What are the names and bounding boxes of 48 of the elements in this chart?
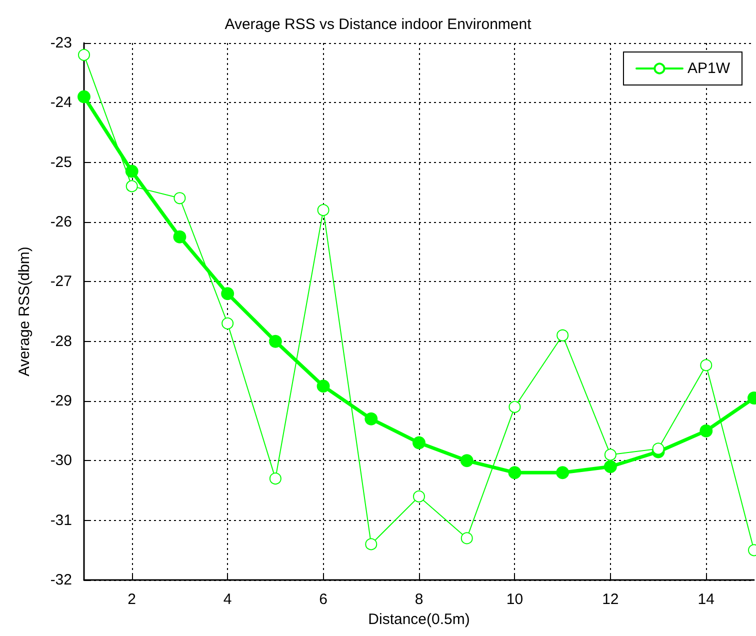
point bbox=[78, 90, 90, 104]
point bbox=[556, 466, 570, 480]
chart-title: Average RSS vs Distance indoor Environment bbox=[224, 16, 532, 33]
point bbox=[652, 442, 664, 455]
point bbox=[700, 359, 712, 372]
point bbox=[508, 466, 522, 480]
y-tick-label: -30 bbox=[50, 452, 72, 470]
point bbox=[268, 334, 282, 348]
y-tick-label: -28 bbox=[50, 332, 72, 350]
x-tick-label: 8 bbox=[414, 591, 424, 608]
point bbox=[604, 460, 617, 474]
point bbox=[365, 538, 378, 550]
point bbox=[269, 472, 282, 485]
point bbox=[364, 412, 378, 426]
point bbox=[125, 164, 138, 178]
y-tick-label: -23 bbox=[50, 34, 72, 52]
point bbox=[317, 204, 330, 216]
y-tick-label: -25 bbox=[50, 154, 72, 171]
point bbox=[508, 400, 521, 413]
point bbox=[174, 192, 186, 204]
point bbox=[173, 230, 186, 244]
point bbox=[604, 448, 616, 461]
x-tick-label: 14 bbox=[698, 591, 714, 608]
x-tick-label: 10 bbox=[506, 591, 524, 608]
y-tick-label: -29 bbox=[50, 392, 72, 410]
y-tick-label: -31 bbox=[50, 512, 72, 529]
x-tick-label: 12 bbox=[602, 591, 619, 608]
point bbox=[556, 329, 569, 342]
x-axis-title: Distance(0.5m) bbox=[368, 611, 470, 628]
point bbox=[316, 380, 330, 393]
point bbox=[460, 532, 473, 544]
point bbox=[221, 287, 234, 300]
x-tick-label: 2 bbox=[128, 591, 136, 608]
x-tick-label: 6 bbox=[319, 591, 328, 608]
y-tick-label: -32 bbox=[50, 572, 72, 588]
y-axis-title: Average RSS(dbm) bbox=[16, 246, 33, 376]
point bbox=[412, 436, 426, 450]
point bbox=[700, 424, 713, 438]
point bbox=[460, 454, 474, 468]
y-tick-label: -24 bbox=[50, 94, 72, 112]
point bbox=[126, 180, 138, 192]
y-tick-label: -26 bbox=[50, 214, 72, 230]
point bbox=[78, 48, 90, 61]
y-tick-label: -27 bbox=[50, 273, 72, 290]
point bbox=[413, 490, 425, 502]
legend-label: AP1W bbox=[687, 60, 731, 77]
point bbox=[222, 317, 234, 330]
x-tick-label: 4 bbox=[223, 591, 232, 608]
